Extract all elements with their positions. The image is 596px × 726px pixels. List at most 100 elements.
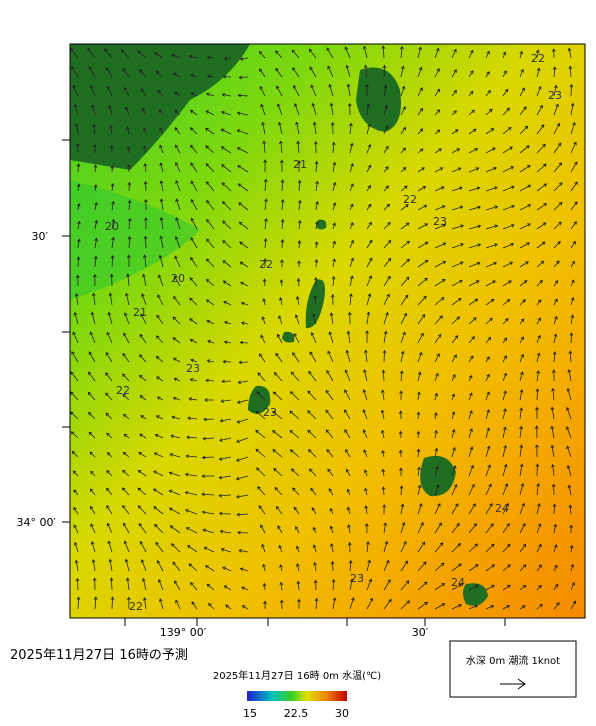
current-arrow bbox=[239, 567, 249, 572]
current-arrow bbox=[76, 256, 81, 268]
current-arrow bbox=[223, 585, 232, 591]
contour-label: 23 bbox=[186, 362, 200, 375]
contour-label: 21 bbox=[293, 158, 307, 171]
current-arrow bbox=[296, 277, 301, 287]
current-arrow bbox=[434, 88, 441, 97]
current-arrow bbox=[260, 524, 266, 534]
current-arrow bbox=[502, 107, 510, 116]
current-arrow bbox=[399, 485, 404, 496]
current-arrow bbox=[451, 69, 457, 78]
current-arrow bbox=[190, 217, 198, 230]
current-arrow bbox=[223, 56, 232, 61]
current-arrow bbox=[157, 274, 164, 287]
current-arrow bbox=[289, 430, 300, 439]
current-arrow bbox=[89, 451, 96, 458]
current-arrow bbox=[383, 84, 388, 97]
current-arrow bbox=[241, 605, 249, 610]
current-arrow bbox=[519, 261, 529, 268]
current-arrow bbox=[174, 91, 181, 97]
current-arrow bbox=[158, 109, 164, 116]
current-arrow bbox=[434, 297, 445, 306]
current-arrow bbox=[468, 90, 474, 97]
current-arrow bbox=[344, 429, 351, 439]
current-arrow bbox=[238, 75, 249, 80]
current-arrow bbox=[189, 318, 198, 325]
current-arrow bbox=[345, 448, 351, 458]
current-arrow bbox=[451, 243, 465, 249]
current-arrow bbox=[76, 183, 81, 192]
contour-label: 22 bbox=[531, 52, 545, 65]
current-arrow bbox=[127, 181, 132, 192]
current-arrow bbox=[138, 451, 147, 458]
current-arrow bbox=[276, 85, 283, 97]
current-arrow bbox=[570, 296, 575, 306]
current-arrow bbox=[417, 371, 422, 382]
current-arrow bbox=[519, 125, 529, 135]
current-arrow bbox=[205, 378, 215, 383]
current-arrow bbox=[314, 160, 319, 173]
current-arrow bbox=[534, 425, 539, 439]
current-arrow bbox=[222, 74, 232, 79]
current-arrow bbox=[330, 121, 335, 135]
current-arrow bbox=[519, 564, 527, 572]
current-arrow bbox=[400, 294, 409, 306]
current-arrow bbox=[570, 121, 576, 135]
current-arrow bbox=[468, 298, 479, 306]
current-arrow bbox=[382, 504, 387, 515]
current-arrow bbox=[363, 449, 368, 458]
current-arrow bbox=[519, 353, 524, 363]
current-arrow bbox=[550, 425, 555, 439]
current-arrow bbox=[519, 106, 527, 116]
current-arrow bbox=[121, 487, 130, 496]
current-arrow bbox=[293, 103, 300, 116]
current-arrow bbox=[451, 604, 462, 610]
current-arrow bbox=[126, 273, 130, 287]
current-arrow bbox=[280, 198, 285, 211]
current-arrow bbox=[366, 275, 373, 287]
current-arrow bbox=[536, 163, 547, 173]
current-arrow bbox=[190, 92, 198, 97]
current-arrow bbox=[185, 454, 198, 459]
current-arrow bbox=[346, 83, 351, 97]
current-arrow bbox=[381, 369, 386, 382]
current-arrow bbox=[279, 140, 283, 154]
current-arrow bbox=[366, 541, 370, 553]
current-arrow bbox=[190, 582, 198, 591]
current-arrow bbox=[219, 437, 232, 442]
current-arrow bbox=[88, 66, 96, 78]
current-arrow bbox=[400, 222, 410, 230]
current-arrow bbox=[139, 333, 147, 344]
current-arrow bbox=[550, 444, 555, 458]
current-arrow bbox=[190, 256, 198, 268]
current-arrow bbox=[468, 355, 474, 363]
current-arrow bbox=[236, 147, 249, 154]
current-arrow bbox=[569, 524, 574, 534]
lat-label: 30′ bbox=[32, 230, 49, 243]
current-arrow bbox=[314, 276, 318, 287]
current-arrow bbox=[205, 565, 215, 572]
current-arrow bbox=[279, 599, 284, 610]
current-arrow bbox=[380, 409, 385, 420]
current-arrow bbox=[451, 167, 462, 173]
current-arrow bbox=[502, 483, 509, 496]
current-arrow bbox=[417, 204, 428, 211]
current-arrow bbox=[502, 318, 509, 325]
current-arrow bbox=[347, 541, 352, 553]
current-arrow bbox=[326, 370, 334, 382]
current-arrow bbox=[219, 529, 232, 534]
contour-label: 22 bbox=[259, 258, 273, 271]
current-arrow bbox=[187, 545, 198, 553]
current-arrow bbox=[485, 205, 499, 211]
current-arrow bbox=[143, 217, 148, 230]
current-arrow bbox=[137, 50, 147, 59]
current-arrow bbox=[468, 543, 479, 553]
current-arrow bbox=[237, 530, 249, 535]
current-arrow bbox=[330, 560, 335, 572]
current-arrow bbox=[89, 331, 96, 344]
current-arrow bbox=[280, 259, 284, 268]
current-arrow bbox=[365, 83, 369, 97]
current-arrow bbox=[236, 111, 249, 116]
current-arrow bbox=[106, 487, 113, 496]
current-arrow bbox=[140, 88, 147, 97]
